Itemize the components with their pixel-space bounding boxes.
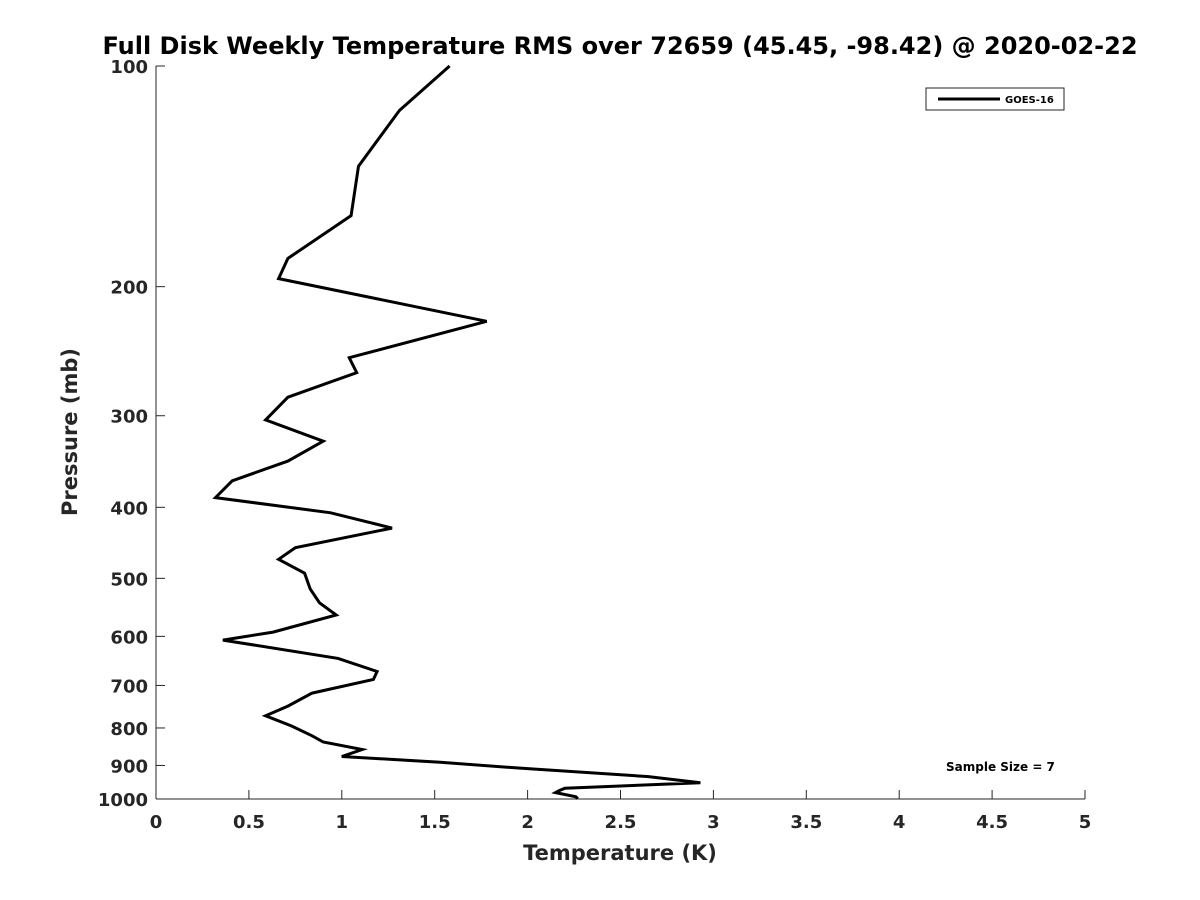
y-tick-label: 800	[110, 719, 148, 740]
x-axis-label: Temperature (K)	[523, 841, 717, 865]
y-tick-label: 700	[110, 676, 148, 697]
y-tick-label: 600	[110, 627, 148, 648]
x-tick-label: 4	[893, 812, 906, 833]
y-tick-label: 200	[110, 278, 148, 299]
x-tick-label: 0.5	[233, 812, 265, 833]
x-tick-label: 1.5	[419, 812, 451, 833]
legend: GOES-16	[925, 87, 1065, 111]
x-tick-label: 2.5	[605, 812, 637, 833]
x-tick-label: 5	[1079, 812, 1092, 833]
x-tick-label: 4.5	[976, 812, 1008, 833]
x-tick-label: 3	[707, 812, 720, 833]
series-line-goes-16	[212, 64, 701, 800]
x-tick-label: 1	[336, 812, 349, 833]
sample-size-annotation: Sample Size = 7	[946, 760, 1055, 774]
y-tick-label: 400	[110, 498, 148, 519]
ticks: 0 0.5 1 1.5 2 2.5 3 3.5 4 4.5 5 100 200 300 400 500 600 7…	[98, 57, 1091, 833]
x-tick-label: 0	[150, 812, 163, 833]
y-tick-label: 1000	[98, 790, 148, 811]
y-axis-label: Pressure (mb)	[58, 348, 82, 516]
x-tick-label: 2	[521, 812, 534, 833]
y-tick-label: 500	[110, 569, 148, 590]
y-tick-label: 300	[110, 407, 148, 428]
y-tick-label: 100	[110, 57, 148, 78]
chart-title: Full Disk Weekly Temperature RMS over 72…	[102, 32, 1137, 60]
legend-label-goes-16: GOES-16	[1005, 95, 1054, 106]
y-tick-label: 900	[110, 756, 148, 777]
x-tick-label: 3.5	[790, 812, 822, 833]
